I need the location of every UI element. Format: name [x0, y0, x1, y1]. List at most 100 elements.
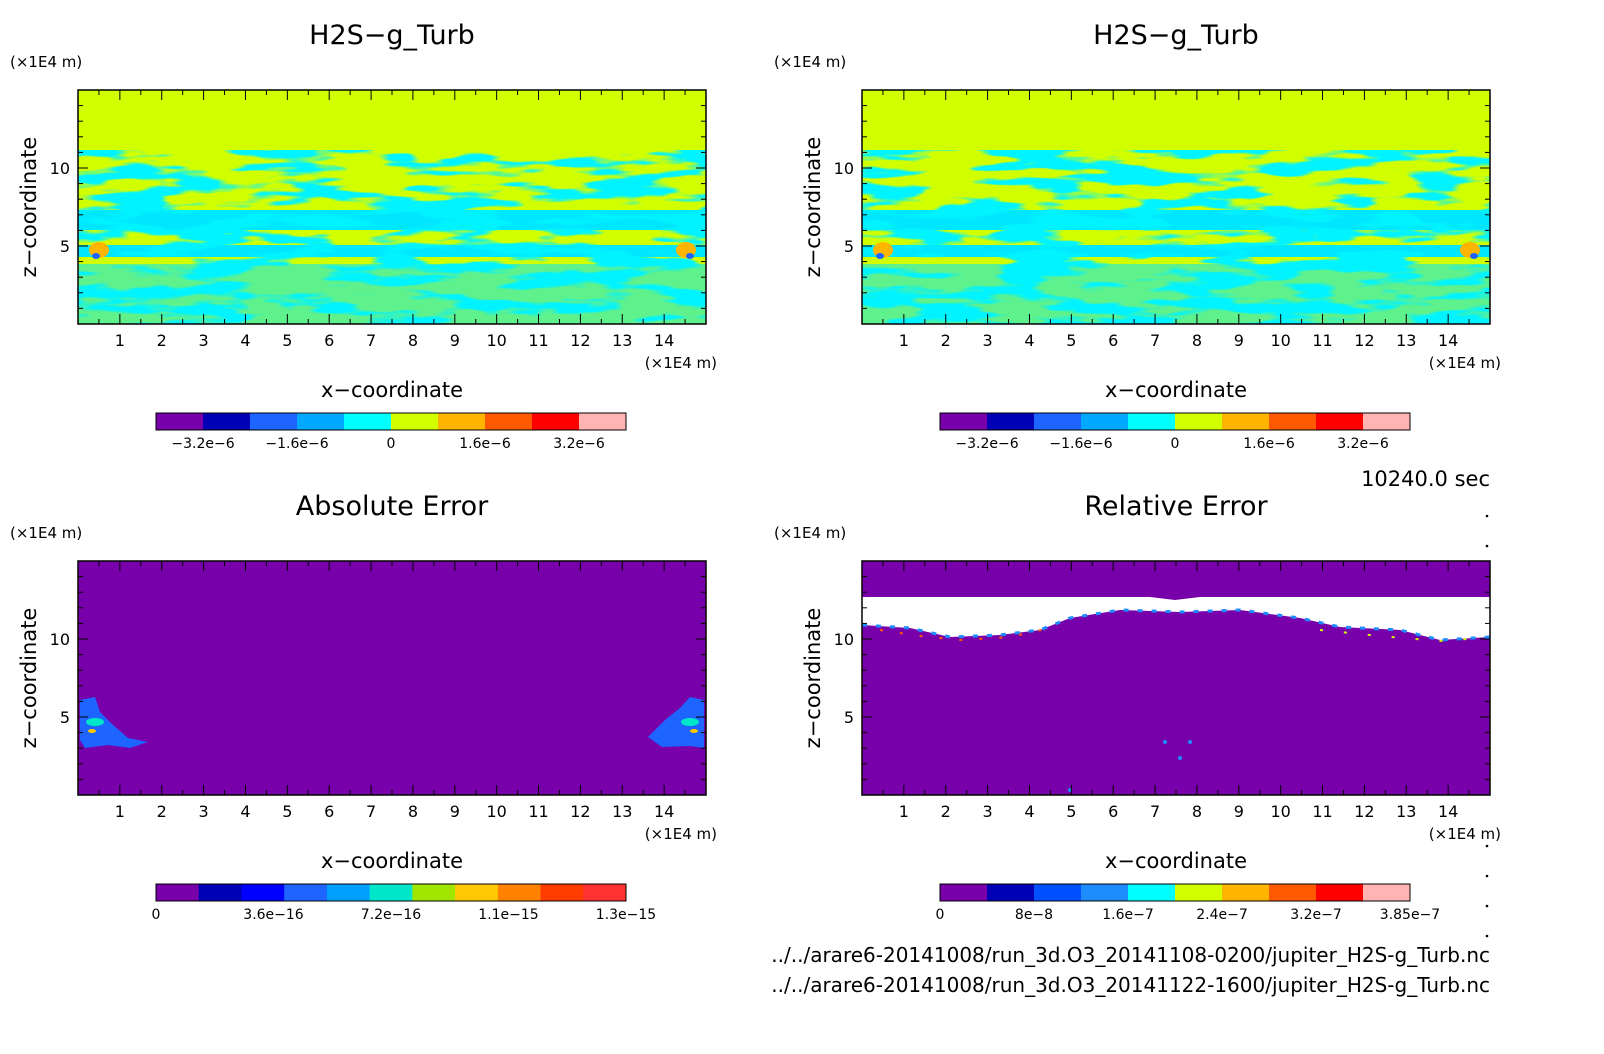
colorbar-tick-label: 3.2e−7 — [1290, 907, 1342, 923]
x-tick-label: 12 — [1354, 802, 1374, 821]
y-axis: 5 10 — [50, 576, 706, 780]
colorbar-swatch — [438, 413, 486, 430]
colorbar-swatch — [1175, 413, 1223, 430]
x-tick-label: 5 — [282, 331, 292, 350]
x-tick-label: 10 — [486, 802, 506, 821]
colorbar-tick-label: 1.6e−6 — [1243, 436, 1295, 452]
x-axis-label: x−coordinate — [1105, 849, 1247, 873]
colorbar-swatch — [987, 413, 1035, 430]
colorbar-swatch — [241, 884, 285, 901]
colorbar-swatch — [1269, 884, 1317, 901]
colorbar-tick-label: 1.1e−15 — [478, 907, 538, 923]
file-path-1: ../../arare6-20141008/run_3d.O3_20141108… — [771, 943, 1490, 967]
colorbar-tick-label: 0 — [152, 907, 161, 923]
colorbar-swatch — [284, 884, 328, 901]
x-tick-label: 2 — [157, 331, 167, 350]
x-tick-label: 9 — [1234, 331, 1244, 350]
panel-top-right: H2S−g_Turb (×1E4 m) 1 2 3 4 5 6 7 8 9 10 11 12 13 14 … — [774, 20, 1501, 452]
x-tick-label: 5 — [1066, 331, 1076, 350]
x-tick-label: 14 — [654, 331, 674, 350]
y-axis: 5 10 — [834, 576, 1490, 780]
colorbar-swatch — [326, 884, 371, 901]
colorbar-swatch — [1222, 413, 1270, 430]
x-tick-label: 8 — [1192, 802, 1202, 821]
panel-bottom-left: Absolute Error (×1E4 m) 1 2 3 4 5 6 7 8 9 10 11 12 1… — [10, 491, 717, 923]
y-axis-label: z−coordinate — [17, 608, 41, 749]
colorbar-swatch — [1269, 413, 1317, 430]
y-tick-label: 5 — [60, 237, 70, 256]
colorbar-swatch — [1034, 413, 1082, 430]
y-unit-label: (×1E4 m) — [774, 53, 846, 71]
panel-title: H2S−g_Turb — [1093, 20, 1259, 51]
x-axis: 1 2 3 4 5 6 7 8 9 10 11 12 13 14 — [98, 90, 686, 350]
colorbar-swatch — [532, 413, 580, 430]
y-tick-label: 10 — [50, 630, 70, 649]
colorbar-swatch — [1316, 413, 1364, 430]
dot-column — [1485, 514, 1489, 938]
x-tick-label: 9 — [1234, 802, 1244, 821]
x-tick-label: 10 — [1270, 802, 1290, 821]
x-tick-label: 2 — [157, 802, 167, 821]
colorbar-swatch — [1128, 884, 1176, 901]
x-tick-label: 7 — [1150, 331, 1160, 350]
colorbar-frame — [155, 883, 627, 902]
x-tick-label: 5 — [1066, 802, 1076, 821]
colorbar-tick-label: 0 — [387, 436, 396, 452]
colorbar-swatch — [455, 884, 499, 901]
colorbar-swatch — [156, 413, 204, 430]
plot-field — [78, 561, 706, 795]
colorbar-tick-label: 0 — [936, 907, 945, 923]
colorbar-swatch — [1316, 884, 1364, 901]
colorbar-tick-label: 7.2e−16 — [361, 907, 422, 923]
x-tick-label: 8 — [1192, 331, 1202, 350]
x-tick-label: 6 — [1108, 331, 1118, 350]
y-tick-label: 5 — [844, 708, 854, 727]
x-tick-label: 13 — [612, 331, 632, 350]
panel-title: H2S−g_Turb — [309, 20, 475, 51]
white-region — [861, 597, 1491, 792]
y-unit-label: (×1E4 m) — [774, 524, 846, 542]
colorbar-swatch — [297, 413, 345, 430]
colorbar-swatch — [1081, 413, 1129, 430]
x-axis: 1 2 3 4 5 6 7 8 9 10 11 12 13 14 — [882, 90, 1470, 350]
x-tick-label: 6 — [1108, 802, 1118, 821]
colorbar-swatch — [250, 413, 298, 430]
y-axis: 5 10 — [50, 105, 706, 309]
x-tick-label: 6 — [324, 802, 334, 821]
x-tick-label: 10 — [486, 331, 506, 350]
x-tick-label: 14 — [1438, 331, 1458, 350]
x-tick-label: 11 — [1312, 802, 1332, 821]
colorbar-tick-label: 3.2e−6 — [1337, 436, 1389, 452]
cyan-pattern — [862, 150, 1490, 324]
colorbar-tick-label: 1.3e−15 — [596, 907, 656, 923]
error-blobs — [80, 697, 704, 748]
colorbar: −3.2e−6 −1.6e−6 0 1.6e−6 3.2e−6 — [155, 412, 627, 452]
x-tick-label: 1 — [115, 802, 125, 821]
colorbar-tick-label: −1.6e−6 — [1049, 436, 1112, 452]
x-tick-label: 1 — [899, 331, 909, 350]
colorbar-frame — [155, 412, 627, 431]
colorbar-swatch — [412, 884, 456, 901]
x-tick-label: 1 — [115, 331, 125, 350]
colorbar-swatch — [1363, 884, 1411, 901]
colorbar-tick-label: 2.4e−7 — [1196, 907, 1248, 923]
plot-field — [862, 561, 1490, 795]
colorbar-swatch — [485, 413, 533, 430]
x-tick-label: 4 — [1024, 331, 1034, 350]
x-tick-label: 3 — [199, 802, 209, 821]
x-tick-label: 3 — [983, 802, 993, 821]
x-tick-label: 9 — [450, 331, 460, 350]
y-unit-label: (×1E4 m) — [10, 524, 82, 542]
x-tick-label: 2 — [941, 331, 951, 350]
y-tick-label: 10 — [834, 630, 854, 649]
x-tick-label: 6 — [324, 331, 334, 350]
colorbar-swatch — [583, 884, 627, 901]
x-tick-label: 5 — [282, 802, 292, 821]
y-unit-label: (×1E4 m) — [10, 53, 82, 71]
x-unit-label: (×1E4 m) — [645, 354, 717, 372]
colorbar-swatch — [579, 413, 627, 430]
y-tick-label: 5 — [60, 708, 70, 727]
x-unit-label: (×1E4 m) — [645, 825, 717, 843]
colorbar: 0 8e−8 1.6e−7 2.4e−7 3.2e−7 3.85e−7 — [936, 883, 1440, 923]
panel-bottom-right: Relative Error (×1E4 m) 1 2 3 4 5 6 7 8 9 10 11 12 1… — [774, 491, 1501, 923]
